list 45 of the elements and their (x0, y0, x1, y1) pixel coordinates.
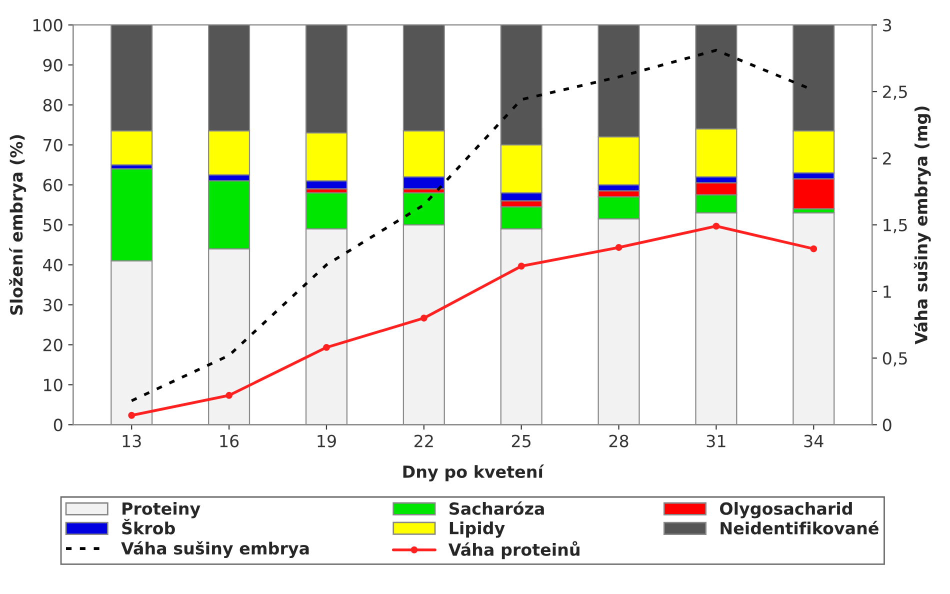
y2-tick-label: 1 (884, 286, 891, 298)
y-tick-label: 40 (43, 258, 62, 272)
y2-axis-title: Váha sušiny embrya (mg) (914, 106, 931, 344)
y-tick-label: 80 (43, 98, 62, 112)
y2-tick-label: 1,5 (884, 219, 907, 234)
legend-label: Sacharóza (450, 501, 544, 515)
legend-label: Lipidy (450, 521, 505, 538)
y-tick-label: 30 (43, 298, 62, 312)
y-tick-label: 90 (43, 58, 62, 72)
y2-tick-label: 0,5 (882, 352, 907, 366)
legend-label: Proteiny (122, 502, 200, 518)
x-tick-label: 31 (706, 434, 726, 448)
y-tick-label: 20 (43, 338, 62, 352)
y2-tick-label: 0 (882, 418, 892, 432)
y-tick-label: 10 (44, 378, 62, 392)
y-tick-label: 70 (44, 138, 62, 152)
x-tick-label: 28 (609, 434, 628, 448)
point (323, 344, 330, 351)
legend-label: Váha sušiny embrya (121, 541, 309, 558)
y2-tick-label: 3 (883, 18, 892, 32)
x-tick-label: 13 (122, 434, 141, 448)
x-axis-title: Dny po kvetení (403, 464, 544, 482)
y-tick-label: 50 (44, 218, 62, 232)
point (518, 262, 525, 270)
point (128, 412, 136, 419)
y2-tick-label: 2,5 (883, 86, 907, 100)
legend-label: Váha proteinů (448, 541, 580, 560)
legend-label: Neidentifikované (720, 520, 878, 534)
y-tick-label: 60 (43, 178, 62, 192)
point (810, 245, 818, 252)
x-tick-label: 16 (220, 434, 239, 448)
legend-label: Škrob (122, 518, 175, 534)
y2-tick-label: 2 (883, 152, 891, 165)
legend-label: Olygosacharid (720, 502, 852, 518)
x-tick-label: 34 (804, 434, 824, 448)
y-tick-label: 100 (33, 18, 62, 32)
point (615, 244, 622, 251)
point (712, 222, 720, 230)
point (420, 314, 428, 322)
x-tick-label: 19 (318, 434, 336, 448)
y-axis-title: Složení embrya (%) (9, 135, 26, 315)
x-tick-label: 25 (512, 434, 530, 448)
y-tick-label: 0 (54, 418, 62, 432)
point (226, 392, 233, 399)
x-tick-label: 22 (414, 434, 433, 448)
